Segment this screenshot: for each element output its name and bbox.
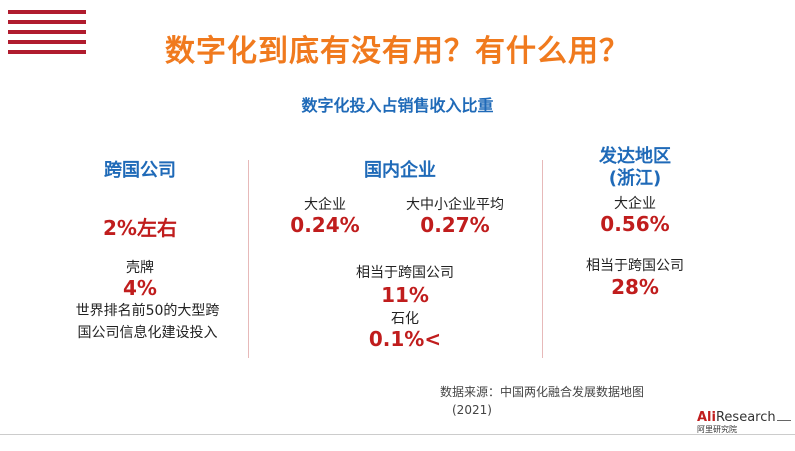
slide-subtitle: 数字化投入占销售收入比重 bbox=[301, 96, 494, 115]
domestic-relative-value: 11% bbox=[381, 283, 429, 307]
domestic-large-value: 0.24% bbox=[290, 213, 360, 237]
logo-subtext: 阿里研究院 bbox=[697, 425, 737, 434]
data-source-line1: 数据来源：中国两化融合发展数据地图 bbox=[440, 385, 645, 399]
bottom-border bbox=[0, 434, 795, 435]
data-source-line2: (2021) bbox=[452, 403, 492, 417]
column-divider-left bbox=[248, 160, 249, 358]
shell-label: 壳牌 bbox=[126, 260, 154, 276]
domestic-heading: 国内企业 bbox=[364, 160, 436, 181]
multinational-value: 2%左右 bbox=[103, 216, 177, 240]
region-relative-label: 相当于跨国公司 bbox=[586, 258, 684, 274]
domestic-sme-label: 大中小企业平均 bbox=[406, 197, 504, 213]
developed-region-heading: 发达地区 bbox=[599, 146, 671, 167]
region-large-value: 0.56% bbox=[600, 212, 670, 236]
multinational-desc-line2: 国公司信息化建设投入 bbox=[77, 325, 218, 341]
multinational-desc-line1: 世界排名前50的大型跨 bbox=[75, 303, 220, 319]
petrochem-value: 0.1%< bbox=[368, 327, 442, 351]
domestic-sme-value: 0.27% bbox=[420, 213, 490, 237]
region-large-label: 大企业 bbox=[614, 196, 656, 212]
slide-title: 数字化到底有没有用？有什么用？ bbox=[165, 34, 630, 69]
multinational-heading: 跨国公司 bbox=[104, 160, 176, 181]
logo-research-text: Research bbox=[715, 410, 776, 425]
decorative-stripes bbox=[8, 10, 86, 56]
aliresearch-logo: AliResearch 阿里研究院 bbox=[697, 410, 776, 435]
domestic-relative-label: 相当于跨国公司 bbox=[356, 265, 454, 281]
column-divider-right bbox=[542, 160, 543, 358]
logo-ali-text: Ali bbox=[697, 410, 716, 425]
shell-value: 4% bbox=[123, 276, 157, 300]
region-relative-value: 28% bbox=[611, 275, 659, 299]
domestic-large-label: 大企业 bbox=[304, 197, 346, 213]
petrochem-label: 石化 bbox=[391, 311, 419, 327]
logo-rule bbox=[777, 420, 791, 421]
developed-region-subheading: (浙江) bbox=[608, 168, 662, 189]
